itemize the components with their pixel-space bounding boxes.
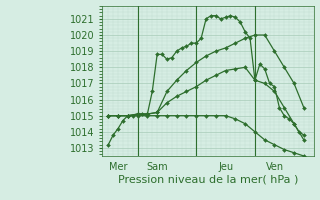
Text: Jeu: Jeu [218, 162, 233, 172]
Text: Sam: Sam [146, 162, 168, 172]
Text: Mer: Mer [109, 162, 127, 172]
Text: Ven: Ven [265, 162, 284, 172]
X-axis label: Pression niveau de la mer( hPa ): Pression niveau de la mer( hPa ) [118, 175, 298, 185]
